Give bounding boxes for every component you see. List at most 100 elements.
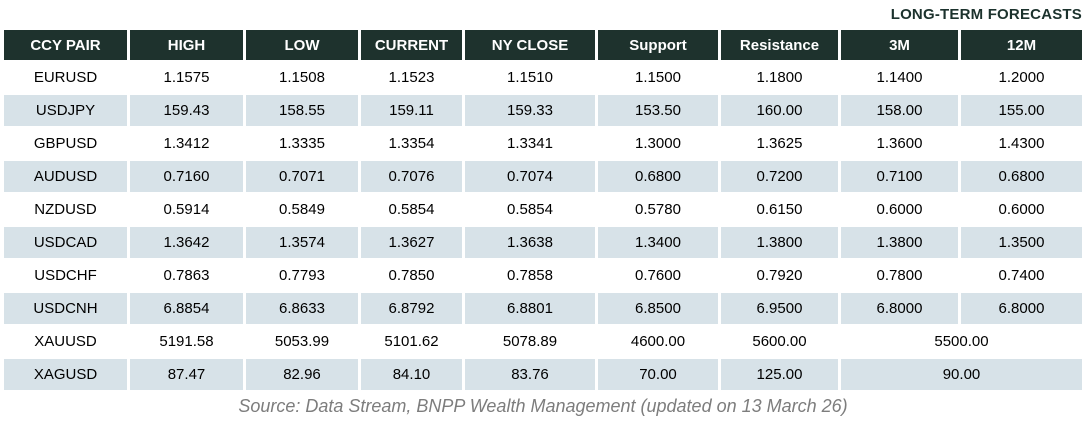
cell-value: 1.3000	[598, 128, 718, 159]
cell-value: 0.6800	[961, 161, 1082, 192]
cell-value: 1.1523	[361, 62, 462, 93]
column-header-12m: 12M	[961, 30, 1082, 60]
cell-value: 0.7400	[961, 260, 1082, 291]
title-row: LONG-TERM FORECASTS	[0, 0, 1086, 28]
cell-ccy-pair: XAGUSD	[4, 359, 127, 390]
cell-value: 1.3638	[465, 227, 595, 258]
cell-value: 1.1508	[246, 62, 358, 93]
cell-value: 159.11	[361, 95, 462, 126]
cell-value: 0.7074	[465, 161, 595, 192]
cell-value: 160.00	[721, 95, 838, 126]
cell-value: 0.7200	[721, 161, 838, 192]
cell-value: 0.5854	[465, 194, 595, 225]
cell-value: 1.3341	[465, 128, 595, 159]
cell-value: 6.8633	[246, 293, 358, 324]
cell-value: 82.96	[246, 359, 358, 390]
cell-value: 0.6000	[961, 194, 1082, 225]
cell-value: 1.3800	[841, 227, 958, 258]
cell-value: 153.50	[598, 95, 718, 126]
cell-value: 1.3625	[721, 128, 838, 159]
cell-value: 6.9500	[721, 293, 838, 324]
cell-value: 4600.00	[598, 326, 718, 357]
cell-value: 83.76	[465, 359, 595, 390]
cell-ccy-pair: USDCHF	[4, 260, 127, 291]
cell-value: 0.7800	[841, 260, 958, 291]
table-row: NZDUSD 0.5914 0.5849 0.5854 0.5854 0.5780 0.61…	[4, 194, 1082, 225]
table-row: AUDUSD 0.7160 0.7071 0.7076 0.7074 0.6800 0.72…	[4, 161, 1082, 192]
cell-value: 1.1800	[721, 62, 838, 93]
cell-value: 5600.00	[721, 326, 838, 357]
column-header-ccy-pair: CCY PAIR	[4, 30, 127, 60]
cell-value: 1.3400	[598, 227, 718, 258]
cell-value: 158.00	[841, 95, 958, 126]
cell-ccy-pair: USDCNH	[4, 293, 127, 324]
cell-value: 0.5849	[246, 194, 358, 225]
cell-value: 1.3500	[961, 227, 1082, 258]
cell-value: 1.3574	[246, 227, 358, 258]
cell-value: 0.7863	[130, 260, 243, 291]
cell-value: 5191.58	[130, 326, 243, 357]
cell-value: 1.3642	[130, 227, 243, 258]
cell-value: 158.55	[246, 95, 358, 126]
table-row: USDCHF 0.7863 0.7793 0.7850 0.7858 0.7600 0.79…	[4, 260, 1082, 291]
cell-value: 159.43	[130, 95, 243, 126]
cell-value: 5053.99	[246, 326, 358, 357]
cell-ccy-pair: AUDUSD	[4, 161, 127, 192]
column-header-high: HIGH	[130, 30, 243, 60]
cell-value: 0.5914	[130, 194, 243, 225]
cell-ccy-pair: USDCAD	[4, 227, 127, 258]
cell-ccy-pair: USDJPY	[4, 95, 127, 126]
table-row: GBPUSD 1.3412 1.3335 1.3354 1.3341 1.3000 1.36…	[4, 128, 1082, 159]
cell-value: 6.8801	[465, 293, 595, 324]
long-term-forecasts-title: LONG-TERM FORECASTS	[890, 6, 1082, 23]
cell-value: 159.33	[465, 95, 595, 126]
cell-value: 1.3627	[361, 227, 462, 258]
cell-value: 1.1575	[130, 62, 243, 93]
table-row: XAUUSD 5191.58 5053.99 5101.62 5078.89 4600.0…	[4, 326, 1082, 357]
cell-value: 1.3600	[841, 128, 958, 159]
cell-value: 1.2000	[961, 62, 1082, 93]
cell-value: 0.5780	[598, 194, 718, 225]
fx-forecast-table: CCY PAIR HIGH LOW CURRENT NY CLOSE Suppo…	[1, 28, 1085, 392]
column-header-resistance: Resistance	[721, 30, 838, 60]
cell-value: 1.3412	[130, 128, 243, 159]
cell-value: 70.00	[598, 359, 718, 390]
table-row: USDJPY 159.43 158.55 159.11 159.33 153.50 160.…	[4, 95, 1082, 126]
cell-value: 1.4300	[961, 128, 1082, 159]
cell-value: 0.5854	[361, 194, 462, 225]
column-header-current: CURRENT	[361, 30, 462, 60]
cell-value: 155.00	[961, 95, 1082, 126]
cell-value: 1.3335	[246, 128, 358, 159]
cell-ccy-pair: XAUUSD	[4, 326, 127, 357]
cell-value: 0.7858	[465, 260, 595, 291]
column-header-support: Support	[598, 30, 718, 60]
column-header-ny-close: NY CLOSE	[465, 30, 595, 60]
cell-value: 0.7920	[721, 260, 838, 291]
cell-value: 1.3800	[721, 227, 838, 258]
cell-value: 0.6150	[721, 194, 838, 225]
cell-value: 0.7793	[246, 260, 358, 291]
cell-value: 1.1510	[465, 62, 595, 93]
cell-value: 5078.89	[465, 326, 595, 357]
cell-value: 0.6800	[598, 161, 718, 192]
cell-value: 6.8500	[598, 293, 718, 324]
cell-ccy-pair: NZDUSD	[4, 194, 127, 225]
cell-value: 0.7071	[246, 161, 358, 192]
cell-value: 5500.00	[841, 326, 1082, 357]
header-row: CCY PAIR HIGH LOW CURRENT NY CLOSE Suppo…	[4, 30, 1082, 60]
cell-value: 0.7160	[130, 161, 243, 192]
cell-value: 1.1400	[841, 62, 958, 93]
cell-value: 6.8000	[841, 293, 958, 324]
cell-value: 6.8854	[130, 293, 243, 324]
cell-value: 0.7600	[598, 260, 718, 291]
table-row: XAGUSD 87.47 82.96 84.10 83.76 70.00 125.00 90.…	[4, 359, 1082, 390]
cell-ccy-pair: EURUSD	[4, 62, 127, 93]
cell-value: 84.10	[361, 359, 462, 390]
source-note: Source: Data Stream, BNPP Wealth Managem…	[238, 396, 848, 416]
column-header-low: LOW	[246, 30, 358, 60]
table-row: USDCAD 1.3642 1.3574 1.3627 1.3638 1.3400 1.38…	[4, 227, 1082, 258]
cell-value: 0.7076	[361, 161, 462, 192]
table-row: USDCNH 6.8854 6.8633 6.8792 6.8801 6.8500 6.95…	[4, 293, 1082, 324]
cell-value: 6.8000	[961, 293, 1082, 324]
